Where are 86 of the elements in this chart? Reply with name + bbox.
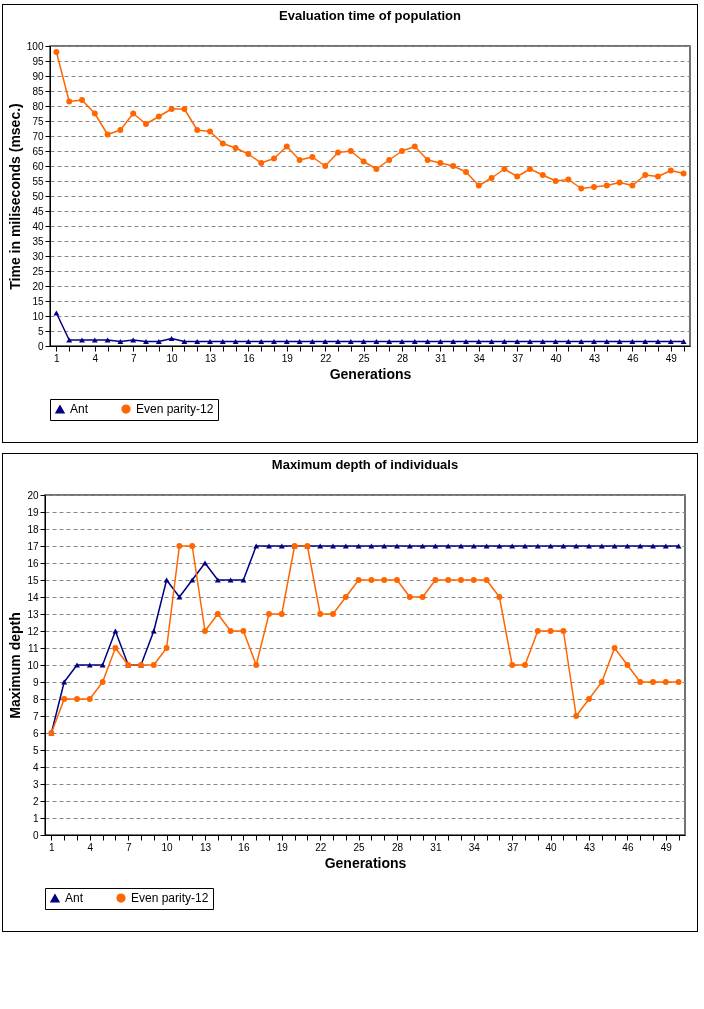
y-axis-title: Maximum depth: [7, 612, 24, 719]
y-tick-label: 0: [32, 829, 39, 841]
legend-label: Ant: [65, 891, 84, 906]
x-tick-label: 40: [545, 841, 558, 853]
x-tick-label: 13: [199, 841, 212, 853]
y-axis-title: Time in miliseconds (msec.): [6, 103, 23, 290]
x-tick-label: 10: [166, 352, 179, 364]
x-tick-label: 25: [353, 841, 366, 853]
y-tick-label: 70: [32, 130, 44, 142]
x-tick-label: 31: [430, 841, 442, 853]
chart-title: Evaluation time of population: [279, 8, 462, 23]
x-tick-label: 1: [49, 841, 56, 853]
y-tick-label: 6: [32, 727, 39, 739]
y-tick-label: 1: [32, 812, 39, 824]
x-tick-label: 22: [315, 841, 327, 853]
x-tick-label: 7: [130, 352, 137, 364]
y-tick-label: 9: [32, 676, 39, 688]
x-axis-title: Generations: [324, 854, 407, 871]
y-tick-label: 4: [32, 761, 39, 773]
y-tick-label: 2: [32, 795, 39, 807]
x-tick-label: 43: [588, 352, 601, 364]
x-tick-label: 19: [276, 841, 289, 853]
y-tick-label: 14: [27, 591, 39, 603]
x-tick-label: 22: [320, 352, 332, 364]
y-tick-label: 5: [37, 325, 44, 337]
y-tick-label: 50: [32, 190, 44, 202]
x-tick-label: 16: [243, 352, 255, 364]
y-tick-label: 15: [27, 574, 39, 586]
y-tick-label: 18: [27, 523, 39, 535]
y-tick-label: 13: [27, 608, 39, 620]
x-tick-label: 19: [281, 352, 294, 364]
y-tick-label: 75: [32, 115, 44, 127]
y-tick-label: 65: [32, 145, 44, 157]
x-tick-label: 43: [583, 841, 596, 853]
y-tick-label: 3: [32, 778, 39, 790]
x-tick-label: 31: [435, 352, 447, 364]
y-tick-label: 12: [27, 625, 39, 637]
y-tick-label: 20: [27, 489, 39, 501]
y-tick-label: 8: [32, 693, 39, 705]
y-tick-label: 5: [32, 744, 39, 756]
y-tick-label: 35: [32, 235, 44, 247]
y-tick-label: 60: [32, 160, 44, 172]
y-tick-label: 40: [32, 220, 44, 232]
y-tick-label: 20: [32, 280, 44, 292]
y-tick-label: 16: [27, 557, 39, 569]
x-tick-label: 13: [204, 352, 217, 364]
x-tick-label: 25: [358, 352, 371, 364]
x-tick-label: 4: [87, 841, 94, 853]
y-tick-label: 45: [32, 205, 44, 217]
x-tick-label: 46: [622, 841, 634, 853]
y-tick-label: 17: [27, 540, 39, 552]
y-tick-label: 55: [32, 175, 44, 187]
x-tick-label: 37: [512, 352, 524, 364]
x-tick-label: 34: [468, 841, 481, 853]
y-tick-label: 19: [27, 506, 39, 518]
y-tick-label: 7: [32, 710, 39, 722]
y-tick-label: 0: [37, 340, 44, 352]
x-tick-label: 7: [125, 841, 132, 853]
y-tick-label: 100: [26, 40, 44, 52]
x-tick-label: 28: [396, 352, 409, 364]
legend-label: Even parity-12: [131, 891, 209, 906]
y-tick-label: 11: [28, 642, 39, 654]
chart-title: Maximum depth of individuals: [271, 457, 459, 472]
y-tick-label: 15: [32, 295, 44, 307]
y-tick-label: 90: [32, 70, 44, 82]
x-tick-label: 49: [665, 352, 678, 364]
x-tick-label: 16: [238, 841, 250, 853]
x-tick-label: 49: [660, 841, 673, 853]
x-axis-title: Generations: [329, 365, 412, 382]
x-tick-label: 1: [54, 352, 61, 364]
y-tick-label: 10: [27, 659, 39, 671]
x-tick-label: 40: [550, 352, 563, 364]
y-tick-label: 30: [32, 250, 44, 262]
legend-label: Ant: [70, 402, 89, 417]
x-tick-label: 34: [473, 352, 486, 364]
x-tick-label: 4: [92, 352, 99, 364]
x-tick-label: 46: [627, 352, 639, 364]
y-tick-label: 95: [32, 55, 44, 67]
x-tick-label: 28: [391, 841, 404, 853]
y-tick-label: 85: [32, 85, 44, 97]
x-tick-label: 37: [507, 841, 519, 853]
legend-label: Even parity-12: [136, 402, 214, 417]
y-tick-label: 80: [32, 100, 44, 112]
y-tick-label: 10: [32, 310, 44, 322]
x-tick-label: 10: [161, 841, 174, 853]
y-tick-label: 25: [32, 265, 44, 277]
